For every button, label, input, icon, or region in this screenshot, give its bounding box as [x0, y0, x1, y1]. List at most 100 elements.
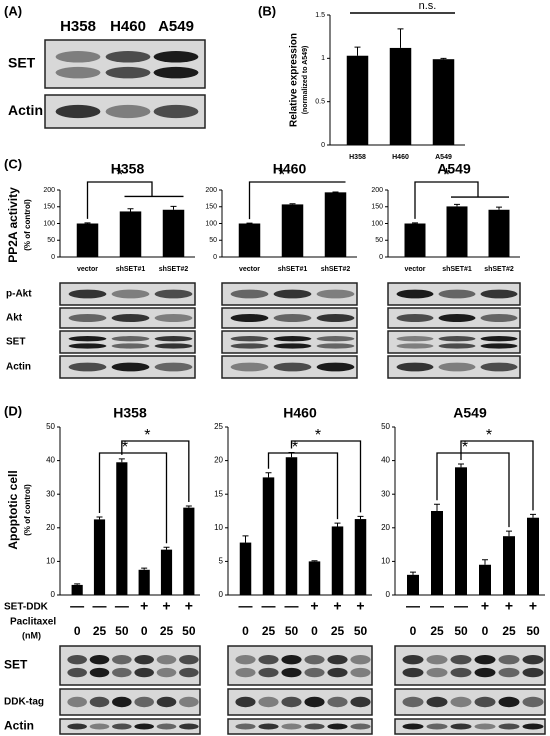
blot-band — [327, 654, 348, 665]
x-tick-label: shSET#2 — [484, 266, 514, 273]
y-tick-label: 10 — [214, 523, 223, 532]
blot-band — [179, 696, 199, 708]
set-ddk-sign: — — [93, 598, 107, 614]
error-bar — [412, 222, 418, 224]
blot-label: Akt — [6, 313, 23, 324]
blot-band — [111, 314, 150, 322]
x-tick-label: 50 — [115, 624, 129, 638]
x-tick-label: 25 — [262, 624, 276, 638]
blot-strip — [227, 645, 373, 686]
set-ddk-sign: — — [239, 598, 253, 614]
set-ddk-sign: — — [430, 598, 444, 614]
blot-band — [522, 723, 544, 730]
blot-band — [153, 104, 199, 119]
error-bar — [397, 28, 404, 48]
set-ddk-sign: — — [285, 598, 299, 614]
error-bar — [265, 472, 272, 478]
y-tick-label: 5 — [219, 557, 224, 566]
blot-band — [480, 336, 518, 342]
blot-band — [281, 696, 302, 708]
blot-strip — [59, 645, 201, 686]
x-tick-label: 50 — [182, 624, 196, 638]
y-tick-label: 50 — [375, 237, 383, 244]
y-tick-label: 50 — [46, 422, 55, 431]
y-tick-label: 0.5 — [315, 99, 325, 106]
blot-band — [179, 667, 199, 678]
blot-band — [55, 51, 101, 63]
x-tick-label: A549 — [435, 154, 452, 161]
y-tick-label: 50 — [381, 422, 390, 431]
blot-band — [480, 314, 518, 322]
error-bar — [118, 458, 125, 463]
blot-band — [316, 362, 355, 372]
blot-band — [450, 723, 472, 730]
blot-band — [68, 362, 107, 372]
blot-band — [327, 723, 348, 730]
error-bar — [506, 530, 512, 537]
blot-band — [350, 696, 371, 708]
error-bar — [242, 535, 249, 543]
panel-label: (A) — [4, 3, 22, 18]
y-tick-label: 40 — [381, 456, 390, 465]
chart-title: H358 — [113, 405, 147, 421]
blot-band — [450, 696, 472, 708]
blot-label: Actin — [8, 102, 43, 118]
blot-band — [426, 723, 448, 730]
blot-band — [111, 343, 150, 349]
error-bar — [354, 46, 361, 56]
bar — [346, 55, 369, 145]
error-bar — [454, 203, 460, 207]
bar — [160, 549, 173, 595]
blot-label: Actin — [6, 362, 31, 373]
blot-band — [230, 343, 269, 349]
x-tick-label: 25 — [430, 624, 444, 638]
chart-title: H460 — [273, 161, 307, 177]
error-bar — [311, 560, 318, 562]
blot-band — [273, 314, 312, 322]
blot-band — [480, 343, 518, 349]
panel-label: (D) — [4, 403, 22, 418]
bar — [503, 536, 515, 595]
blot-band — [316, 343, 355, 349]
x-tick-label: H460 — [392, 154, 409, 161]
bracket — [121, 440, 190, 502]
blot-band — [111, 289, 150, 299]
x-tick-label: shSET#1 — [278, 266, 308, 273]
error-bar — [357, 515, 364, 520]
bar — [331, 526, 344, 595]
blot-band — [522, 696, 544, 708]
blot-band — [438, 343, 476, 349]
bar — [389, 47, 412, 145]
blot-band — [68, 343, 107, 349]
x-tick-label: 25 — [331, 624, 345, 638]
blot-band — [89, 654, 110, 665]
blot-band — [67, 696, 87, 708]
blot-band — [154, 289, 193, 299]
blot-band — [67, 654, 87, 665]
blot-band — [68, 289, 107, 299]
blot-band — [258, 654, 279, 665]
y-tick-label: 20 — [381, 523, 390, 532]
blot-band — [498, 654, 520, 665]
bracket — [267, 452, 339, 520]
y-tick-label: 10 — [381, 557, 390, 566]
blot-band — [105, 104, 151, 119]
set-ddk-sign: + — [481, 598, 489, 614]
blot-band — [350, 667, 371, 678]
blot-band — [68, 336, 107, 342]
set-ddk-sign: + — [529, 598, 537, 614]
y-tick-label: 0 — [213, 254, 217, 261]
y-axis-sublabel: (% of control) — [23, 199, 32, 251]
bar — [238, 223, 261, 257]
y-axis-label: PP2A activity — [6, 187, 20, 263]
blot-band — [134, 696, 154, 708]
error-bar — [74, 583, 81, 585]
blot-band — [68, 314, 107, 322]
y-tick-label: 30 — [46, 489, 55, 498]
bar — [432, 59, 455, 146]
panel-label: (C) — [4, 156, 22, 171]
bar — [71, 584, 83, 595]
bracket — [290, 440, 362, 513]
set-ddk-sign: + — [333, 598, 341, 614]
y-tick-label: 0 — [379, 254, 383, 261]
